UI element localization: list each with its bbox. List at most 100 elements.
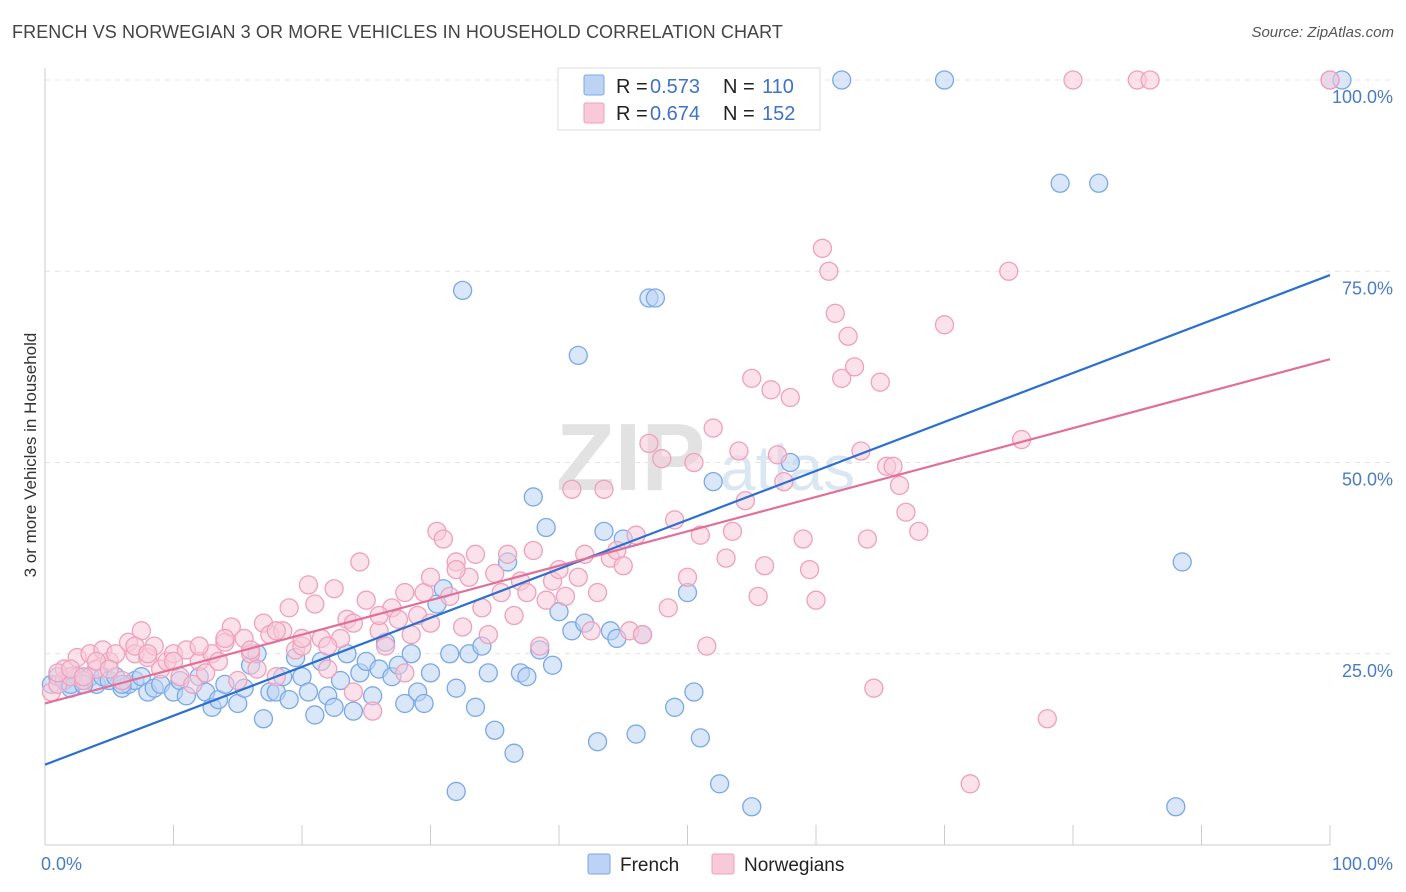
point-norwegians xyxy=(298,575,319,595)
legend-french-r: 0.573 xyxy=(650,76,700,98)
point-norwegians xyxy=(844,357,865,377)
point-norwegians xyxy=(1063,70,1083,90)
legend-french-n: 110 xyxy=(762,76,794,98)
point-norwegians xyxy=(99,659,119,679)
point-norwegians xyxy=(356,590,376,610)
point-norwegians xyxy=(767,445,788,465)
point-norwegians xyxy=(465,544,486,564)
point-norwegians xyxy=(452,617,473,637)
point-norwegians xyxy=(684,452,704,473)
point-french xyxy=(414,693,434,714)
point-french xyxy=(440,644,460,664)
x-tick-label-min: 0.0% xyxy=(41,854,82,874)
point-norwegians xyxy=(504,605,524,626)
point-norwegians xyxy=(363,701,383,721)
point-french xyxy=(709,774,730,794)
y-tick-label: 75.0% xyxy=(1342,278,1393,298)
bottom-legend-french: French xyxy=(620,855,679,876)
y-tick-label: 50.0% xyxy=(1342,470,1393,490)
legend-swatch-norwegians xyxy=(583,102,605,124)
legend-norwegians-n-label: N = xyxy=(723,103,755,125)
point-norwegians xyxy=(754,556,775,576)
watermark-zip: ZIP xyxy=(556,404,705,511)
point-norwegians xyxy=(195,663,216,683)
point-norwegians xyxy=(864,678,884,698)
point-norwegians xyxy=(594,479,614,499)
point-norwegians xyxy=(825,303,845,323)
point-norwegians xyxy=(523,540,543,561)
legend-french-r-label: R = xyxy=(616,76,648,98)
trend-line-norwegians xyxy=(44,358,1331,705)
point-french xyxy=(587,732,608,752)
trend-line-french xyxy=(44,274,1331,766)
point-french xyxy=(703,471,723,492)
point-norwegians xyxy=(716,548,736,568)
point-french xyxy=(832,70,852,90)
point-french xyxy=(542,655,563,675)
point-norwegians xyxy=(722,521,743,541)
point-norwegians xyxy=(639,433,659,454)
chart-title: FRENCH VS NORWEGIAN 3 OR MORE VEHICLES I… xyxy=(12,22,784,42)
point-french xyxy=(1166,797,1186,817)
point-norwegians xyxy=(318,659,338,679)
point-french xyxy=(645,288,666,308)
y-tick-label: 100.0% xyxy=(1332,87,1393,107)
point-norwegians xyxy=(1037,709,1057,729)
point-norwegians xyxy=(215,628,235,649)
point-french xyxy=(684,682,704,702)
point-norwegians xyxy=(729,441,749,461)
point-norwegians xyxy=(395,582,415,603)
point-norwegians xyxy=(517,582,537,603)
point-french xyxy=(343,701,364,721)
point-french xyxy=(742,797,762,817)
point-norwegians xyxy=(536,590,556,610)
point-norwegians xyxy=(446,559,466,580)
point-norwegians xyxy=(632,624,653,645)
point-norwegians xyxy=(799,559,820,580)
point-norwegians xyxy=(857,529,878,549)
point-french xyxy=(536,517,556,538)
tick-labels: 25.0% 50.0% 75.0% 100.0% 0.0% 100.0% xyxy=(41,87,1393,874)
point-norwegians xyxy=(999,261,1019,281)
point-french xyxy=(1089,173,1109,193)
bottom-legend-swatch-norwegians xyxy=(711,853,735,875)
point-norwegians xyxy=(138,644,158,664)
point-norwegians xyxy=(343,682,364,702)
point-norwegians xyxy=(819,261,839,281)
point-norwegians xyxy=(530,636,550,656)
point-french xyxy=(1050,173,1070,193)
point-norwegians xyxy=(478,624,498,645)
point-norwegians xyxy=(433,529,454,549)
point-norwegians xyxy=(73,667,94,687)
point-french xyxy=(305,705,325,725)
point-norwegians xyxy=(163,651,184,672)
point-norwegians xyxy=(183,674,203,694)
point-norwegians xyxy=(677,567,698,587)
point-norwegians xyxy=(350,552,370,572)
legend-swatch-french xyxy=(583,74,605,96)
point-norwegians xyxy=(568,567,588,587)
point-norwegians xyxy=(279,598,299,618)
point-french xyxy=(298,682,319,702)
point-french xyxy=(690,728,710,748)
data-points xyxy=(41,70,1352,817)
point-norwegians xyxy=(896,502,916,522)
y-tick-label: 25.0% xyxy=(1342,661,1393,681)
point-norwegians xyxy=(228,670,248,691)
point-norwegians xyxy=(189,636,209,656)
point-norwegians xyxy=(420,567,441,587)
point-norwegians xyxy=(889,475,910,496)
point-french xyxy=(594,521,614,541)
point-norwegians xyxy=(806,590,826,610)
point-french xyxy=(523,487,543,507)
point-norwegians xyxy=(774,471,794,492)
point-norwegians xyxy=(1320,70,1340,90)
y-axis-title: 3 or more Vehicles in Household xyxy=(21,333,40,578)
axes xyxy=(44,68,1331,846)
point-norwegians xyxy=(883,456,903,476)
point-norwegians xyxy=(812,238,833,258)
point-norwegians xyxy=(909,521,929,541)
point-french xyxy=(568,345,588,366)
point-norwegians xyxy=(652,449,672,469)
point-norwegians xyxy=(388,609,409,629)
